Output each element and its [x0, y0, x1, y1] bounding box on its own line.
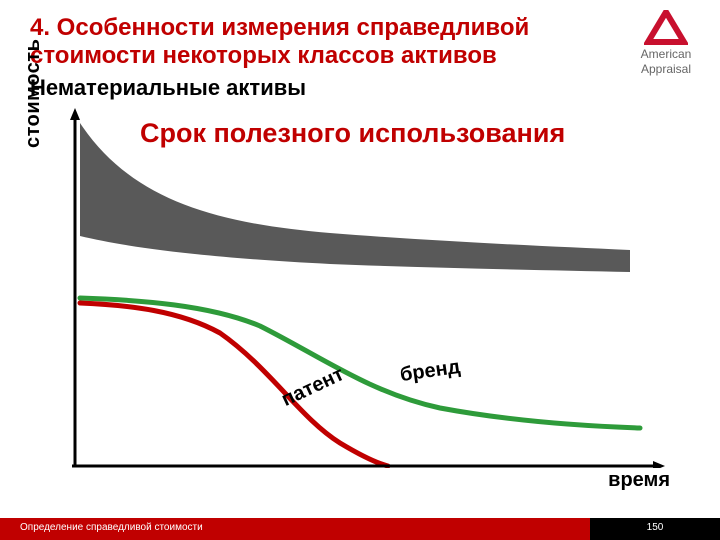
plot-area: Срок полезного использования бренд патен… — [70, 108, 670, 468]
axes — [70, 108, 665, 468]
x-axis-label: время — [608, 469, 670, 492]
footer-caption: Определение справедливой стоимости — [0, 518, 590, 540]
series-brand — [80, 298, 640, 428]
y-axis-label: стоимость — [22, 39, 45, 148]
page-number: 150 — [590, 518, 720, 540]
chart-title: Срок полезного использования — [140, 118, 565, 149]
brand-logo: American Appraisal — [630, 10, 702, 75]
logo-text-2: Appraisal — [630, 63, 702, 76]
triangle-icon — [644, 10, 688, 46]
footer: Определение справедливой стоимости 150 — [0, 518, 720, 540]
logo-text-1: American — [630, 48, 702, 61]
title-block: 4. Особенности измерения справедливой ст… — [30, 14, 600, 101]
slide: 4. Особенности измерения справедливой ст… — [0, 0, 720, 540]
chart-svg — [70, 108, 670, 468]
chart: стоимость Срок полезного использования б… — [30, 108, 680, 488]
title-line-2: стоимости некоторых классов активов — [30, 42, 600, 70]
title-line-1: 4. Особенности измерения справедливой — [30, 14, 600, 42]
subtitle: Нематериальные активы — [30, 75, 600, 101]
